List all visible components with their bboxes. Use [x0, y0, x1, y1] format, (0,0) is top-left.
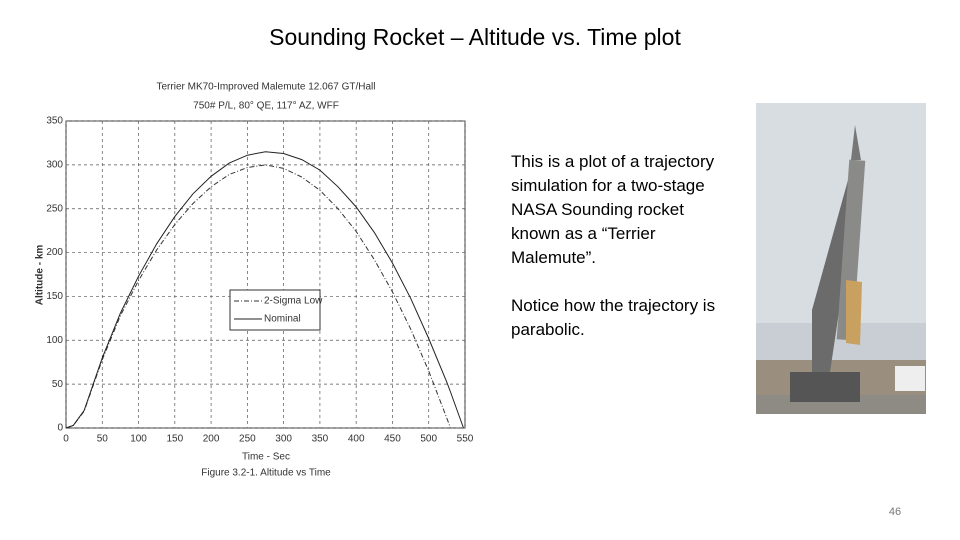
- x-tick-label: 350: [312, 434, 329, 445]
- x-tick-label: 250: [239, 434, 256, 445]
- line: [65, 164, 451, 429]
- paragraph: Notice how the trajectory is parabolic.: [511, 296, 716, 339]
- caption: Figure 3.2-1. Altitude vs Time: [201, 468, 331, 479]
- chart-subtitle: 750# P/L, 80° QE, 117° AZ, WFF: [193, 101, 339, 112]
- legend-label: Nominal: [264, 314, 301, 325]
- y-tick-label: 300: [46, 159, 63, 170]
- x-tick-label: 500: [420, 434, 437, 445]
- line: [65, 151, 464, 429]
- x-tick-label: 100: [130, 434, 147, 445]
- y-tick-label: 50: [52, 379, 64, 390]
- y-tick-label: 100: [46, 335, 63, 346]
- plot-frame: [65, 120, 466, 429]
- y-axis-label: Altitude - km: [35, 245, 46, 306]
- x-tick-label: 0: [63, 434, 69, 445]
- rocket-photo: [756, 103, 926, 414]
- x-tick-label: 50: [97, 434, 109, 445]
- x-tick-label: 200: [203, 434, 220, 445]
- y-tick-label: 0: [57, 423, 63, 434]
- x-axis-label: Time - Sec: [242, 452, 290, 463]
- slide-title: Sounding Rocket – Altitude vs. Time plot: [269, 24, 681, 50]
- y-tick-label: 150: [46, 291, 63, 302]
- paragraph: This is a plot of a trajectory simulatio…: [511, 152, 715, 267]
- text-block: This is a plot of a trajectory simulatio…: [511, 150, 736, 366]
- x-tick-label: 150: [166, 434, 183, 445]
- y-tick-label: 350: [46, 116, 63, 127]
- page-number: 46: [888, 506, 902, 518]
- x-tick-label: 550: [457, 434, 474, 445]
- legend-box: [229, 289, 321, 331]
- y-tick-label: 200: [46, 247, 63, 258]
- chart-title: Terrier MK70-Improved Malemute 12.067 GT…: [157, 82, 376, 93]
- y-tick-label: 250: [46, 203, 63, 214]
- x-tick-label: 450: [384, 434, 401, 445]
- x-tick-label: 300: [275, 434, 292, 445]
- x-tick-label: 400: [348, 434, 365, 445]
- legend-label: 2-Sigma Low: [264, 296, 323, 307]
